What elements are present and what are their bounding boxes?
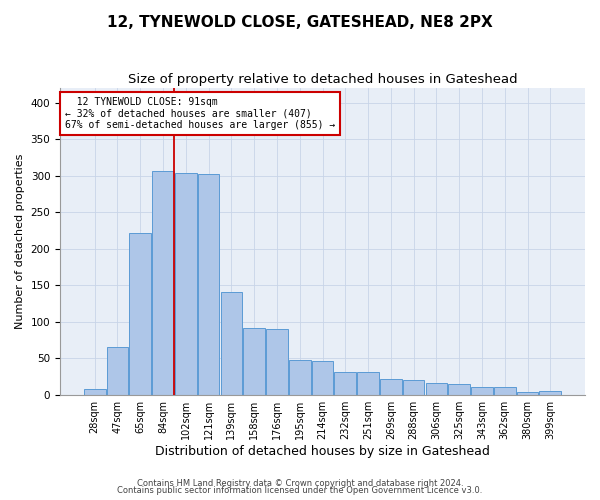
Title: Size of property relative to detached houses in Gateshead: Size of property relative to detached ho… xyxy=(128,72,517,86)
Bar xyxy=(311,361,334,394)
Bar xyxy=(266,329,288,394)
Bar xyxy=(244,328,265,394)
Bar xyxy=(425,383,447,394)
Bar xyxy=(448,384,470,394)
Bar xyxy=(517,392,538,394)
Text: 12, TYNEWOLD CLOSE, GATESHEAD, NE8 2PX: 12, TYNEWOLD CLOSE, GATESHEAD, NE8 2PX xyxy=(107,15,493,30)
Bar xyxy=(221,292,242,394)
Bar xyxy=(175,173,197,394)
X-axis label: Distribution of detached houses by size in Gateshead: Distribution of detached houses by size … xyxy=(155,444,490,458)
Bar xyxy=(130,232,151,394)
Bar xyxy=(494,388,515,394)
Y-axis label: Number of detached properties: Number of detached properties xyxy=(15,154,25,329)
Bar xyxy=(471,386,493,394)
Bar xyxy=(380,380,401,394)
Text: Contains HM Land Registry data © Crown copyright and database right 2024.: Contains HM Land Registry data © Crown c… xyxy=(137,478,463,488)
Bar xyxy=(84,389,106,394)
Text: 12 TYNEWOLD CLOSE: 91sqm
← 32% of detached houses are smaller (407)
67% of semi-: 12 TYNEWOLD CLOSE: 91sqm ← 32% of detach… xyxy=(65,98,335,130)
Bar xyxy=(403,380,424,394)
Bar xyxy=(198,174,220,394)
Bar xyxy=(357,372,379,394)
Text: Contains public sector information licensed under the Open Government Licence v3: Contains public sector information licen… xyxy=(118,486,482,495)
Bar xyxy=(539,391,561,394)
Bar xyxy=(107,348,128,395)
Bar xyxy=(334,372,356,394)
Bar xyxy=(152,172,174,394)
Bar xyxy=(289,360,311,394)
